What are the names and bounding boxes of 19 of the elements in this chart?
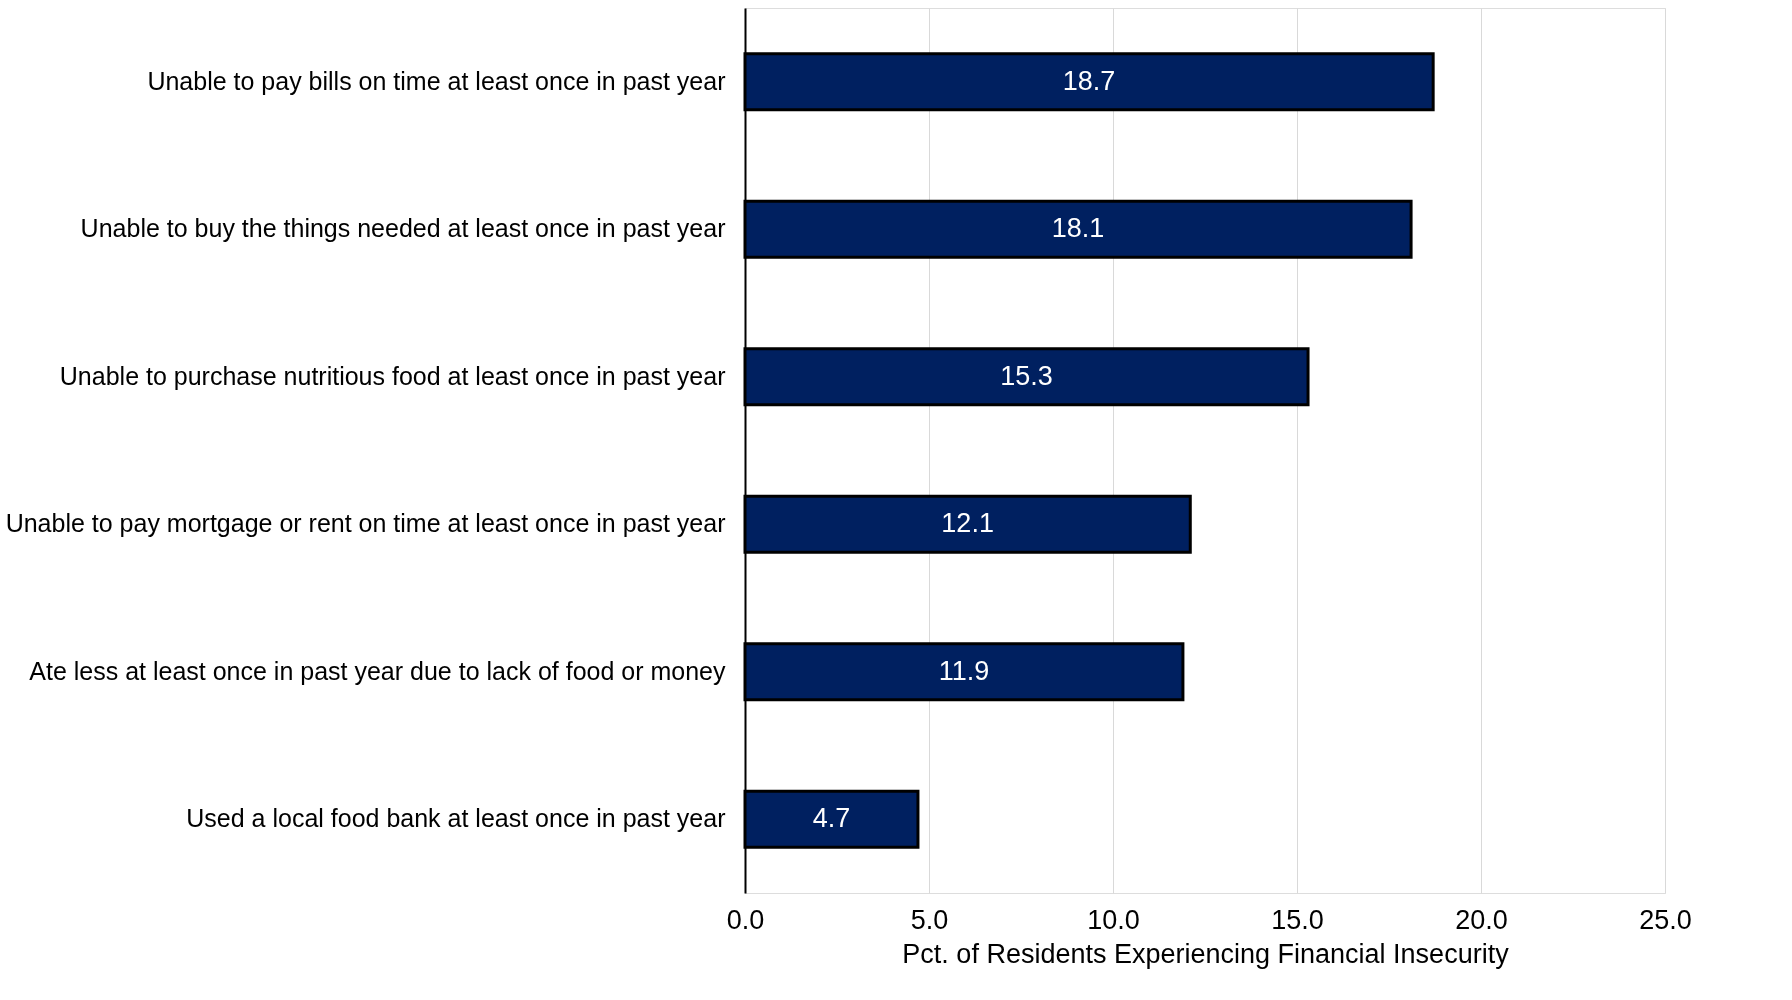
data-label: 4.7 [812, 803, 851, 834]
x-tick-label: 15.0 [1271, 904, 1324, 935]
y-tick-label: Ate less at least once in past year due to lack of food or money [29, 656, 726, 685]
data-label: 18.7 [1062, 65, 1116, 96]
y-tick-label: Unable to pay mortgage or rent on time at least once in past year [5, 509, 726, 538]
y-tick-label: Unable to buy the things needed at least once in past year [80, 214, 726, 243]
x-axis-title: Pct. of Residents Experiencing Financial Insecurity [902, 938, 1510, 969]
data-label: 12.1 [941, 508, 994, 539]
data-label: 11.9 [938, 655, 990, 686]
x-tick-label: 20.0 [1455, 904, 1508, 935]
x-tick-label: 10.0 [1087, 904, 1140, 935]
data-label: 18.1 [1051, 213, 1105, 244]
y-tick-label: Unable to pay bills on time at least once in past year [147, 66, 726, 95]
x-tick-label: 25.0 [1639, 904, 1692, 935]
data-label: 15.3 [1000, 360, 1053, 391]
x-tick-label: 0.0 [726, 904, 765, 935]
y-tick-label: Unable to purchase nutritious food at least once in past year [59, 361, 726, 390]
y-tick-label: Used a local food bank at least once in past year [186, 804, 726, 833]
x-tick-label: 5.0 [910, 904, 949, 935]
